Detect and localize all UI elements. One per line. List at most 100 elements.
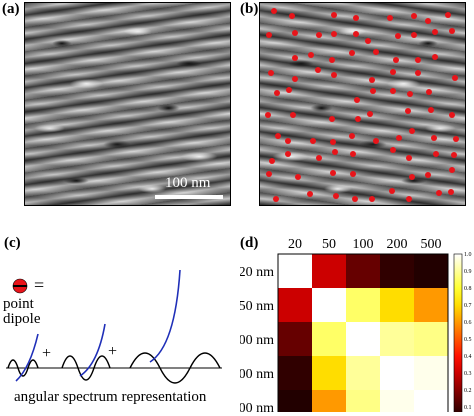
colorbar-tick-label: 0.2 [464,388,472,394]
dipole-dot [307,52,314,59]
dipole-dot [404,107,411,114]
dipole-dot [425,171,432,178]
heatmap-cell [278,390,312,412]
colorbar [453,253,463,412]
heatmap-cell [312,390,346,412]
dipole-dot [289,111,296,118]
correlation-heatmap: 20 50 100 200 500 20 nm 50 nm 100 nm 200 nm 500 n… [240,237,472,412]
heatmap-row-label: 500 nm [240,401,274,412]
heatmap-row-label: 100 nm [240,333,274,348]
dipole-dot [435,190,442,197]
panel-b-label: (b) [240,1,259,17]
dipole-dot [274,133,281,140]
evanescent-curve-2 [79,323,106,377]
heatmap-col-label: 50 [322,237,336,252]
dipole-dot [390,147,397,154]
dipole-dot [373,137,380,144]
dipole-dot [414,70,421,77]
colorbar-tick-label: 0.5 [464,337,472,343]
dipole-dot [331,72,338,79]
colorbar-tick-label: 0.1 [464,405,472,411]
heatmap-cell [414,356,448,390]
dipole-dot [351,196,358,202]
heatmap-cell [380,390,414,412]
dipole-dot [353,97,360,104]
heatmap-cell [346,390,380,412]
heatmap-cell [380,288,414,322]
dipole-dot [445,12,452,19]
colorbar-tick-label: 0.6 [464,320,472,326]
dipole-dot [329,170,336,176]
heatmap-cell [346,356,380,390]
colorbar-tick-label: 0.4 [464,354,472,360]
dipole-dot [389,68,396,75]
dipole-dot [453,136,459,143]
dipole-dot [449,111,456,118]
dipole-dot [353,31,360,38]
colorbar-tick-label: 0.9 [464,269,472,275]
dipole-dot [406,154,413,161]
dipole-dot [330,30,337,37]
dipole-dot [272,196,279,202]
heatmap-cell [312,322,346,356]
dipole-dot [406,90,413,97]
dipole-dot [331,11,338,18]
plus-sign-2: + [108,343,117,360]
dipole-dot [369,87,376,94]
dipole-dot [286,87,293,94]
dipole-dot [425,88,432,95]
dipole-dot [368,196,375,202]
dipole-dot [427,107,434,114]
heatmap-cell [312,254,346,288]
dipole-dot [431,53,438,60]
dipole-dot [367,111,374,118]
dipole-dot [394,32,401,39]
dipole-dot [411,31,418,38]
dipole-dot [349,50,356,57]
dipole-dot [364,38,371,45]
dipole-dot [266,32,273,39]
dipole-dot [372,48,379,55]
dipole-dot [268,69,275,76]
heatmap-cell [346,322,380,356]
dipole-dot [329,138,336,145]
equals-sign: = [34,275,44,295]
dipole-dot [332,149,339,156]
heatmap-col-label: 20 [288,237,302,252]
heatmap-cell [278,254,312,288]
dipole-dot [292,75,299,82]
heatmap-cell [380,322,414,356]
heatmap-cell [380,356,414,390]
dipole-dot [307,191,314,198]
dipole-dot [285,137,292,144]
dipole-dot [269,157,276,164]
panel-b-image [259,2,466,206]
dipole-dot [350,150,357,157]
dipole-dot [405,195,412,202]
heatmap-cell [278,356,312,390]
wave-2 [61,355,111,381]
wave-3 [129,352,221,384]
dipole-dot [451,151,458,158]
dipole-dot [274,89,281,96]
dipole-dot [409,127,416,134]
dipole-dot [389,87,396,94]
dipole-dot [332,192,339,199]
heatmap-row-label: 50 nm [240,299,274,314]
evanescent-curve-1 [15,333,39,382]
heatmap-row-label: 200 nm [240,367,274,382]
heatmap-col-label: 100 [353,237,374,252]
dipole-dot [388,188,395,195]
dipole-dot [452,75,459,82]
dipole-dot [431,28,438,35]
dipole-dot [353,14,360,21]
dipole-dot [315,32,322,39]
colorbar-tick-label: 1.0 [464,252,472,258]
heatmap-col-label: 200 [387,237,408,252]
colorbar-tick-label: 0.7 [464,303,472,309]
heatmap-cell [414,390,448,412]
dipole-dot [415,57,422,64]
heatmap-frame [277,253,449,412]
speckle-texture [25,3,230,205]
evanescent-curve-3 [149,269,181,363]
